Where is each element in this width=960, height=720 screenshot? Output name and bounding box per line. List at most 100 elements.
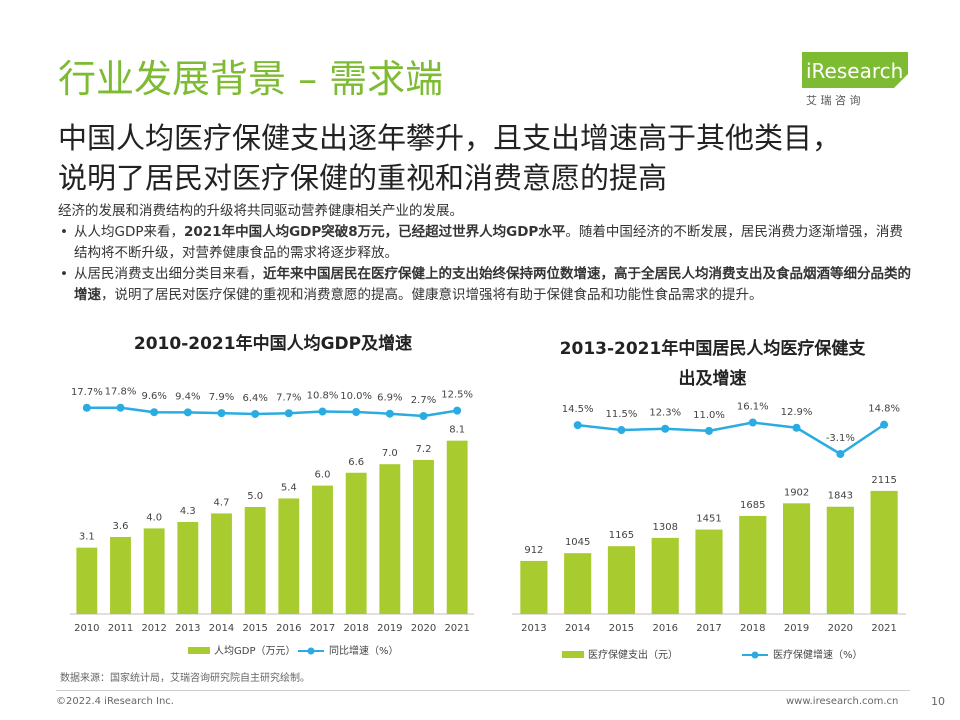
growth-value-label: 16.1% xyxy=(737,402,769,413)
bar-value-label: 4.0 xyxy=(146,512,162,523)
x-tick-label: 2018 xyxy=(740,623,765,634)
x-tick-label: 2013 xyxy=(521,623,546,634)
bullet-consumption-bold: 近年来中国居民在医疗保健上的支出始终保持两位数增速，高于全居民人均消费支出及食品… xyxy=(74,266,911,303)
growth-value-label: 12.9% xyxy=(781,407,813,418)
growth-line xyxy=(577,421,885,456)
footer-divider xyxy=(56,690,910,691)
x-tick-label: 2014 xyxy=(565,623,590,634)
website-link[interactable]: www.iresearch.com.cn xyxy=(786,696,899,707)
logo-sub: 艾 瑞 咨 询 xyxy=(806,93,861,107)
growth-line xyxy=(86,406,458,418)
chart2-title: 2013-2021年中国居民人均医疗保健支 出及增速 xyxy=(515,334,910,394)
growth-value-label: 14.8% xyxy=(868,404,900,415)
bar-value-label: 7.0 xyxy=(382,448,398,459)
growth-point xyxy=(318,407,327,416)
headline: 中国人均医疗保健支出逐年攀升，且支出增速高于其他类目， 说明了居民对医疗保健的重… xyxy=(58,118,928,198)
growth-point xyxy=(116,403,125,412)
growth-point xyxy=(150,408,159,417)
growth-value-label: 12.3% xyxy=(649,408,681,419)
growth-value-label: 7.7% xyxy=(276,392,301,403)
logo-badge xyxy=(802,52,908,88)
growth-value-label: 7.9% xyxy=(209,392,234,403)
x-tick-label: 2011 xyxy=(108,623,133,634)
x-tick-label: 2018 xyxy=(343,623,368,634)
bullet-consumption: 从居民消费支出细分类目来看，近年来中国居民在医疗保健上的支出始终保持两位数增速，… xyxy=(58,264,914,306)
bar xyxy=(446,440,468,614)
bar-value-label: 912 xyxy=(524,545,543,556)
bar xyxy=(695,529,723,614)
growth-value-label: 17.8% xyxy=(105,387,137,398)
headline-line1: 中国人均医疗保健支出逐年攀升，且支出增速高于其他类目， xyxy=(58,121,842,155)
x-tick-label: 2017 xyxy=(310,623,335,634)
growth-point xyxy=(453,406,462,415)
bar-value-label: 3.6 xyxy=(113,521,129,532)
growth-value-label: 17.7% xyxy=(71,387,103,398)
growth-value-label: -3.1% xyxy=(826,433,855,444)
bar xyxy=(413,459,434,614)
legend-bar-label: 医疗保健支出（元） xyxy=(588,648,678,661)
logo-brand: iResearch xyxy=(806,59,903,83)
x-tick-label: 2015 xyxy=(242,623,267,634)
growth-value-label: 6.9% xyxy=(377,393,402,404)
bar xyxy=(76,547,98,614)
legend-line-marker xyxy=(751,651,759,659)
iresearch-logo: iResearch 艾 瑞 咨 询 xyxy=(802,52,908,107)
bar xyxy=(110,536,131,614)
growth-point xyxy=(352,407,361,416)
bar-value-label: 7.2 xyxy=(416,444,432,455)
growth-point xyxy=(792,423,801,432)
growth-point xyxy=(880,420,889,429)
bar xyxy=(826,506,854,614)
growth-value-label: 9.4% xyxy=(175,391,200,402)
growth-point xyxy=(573,421,582,430)
chart2-title-line1: 2013-2021年中国居民人均医疗保健支 xyxy=(559,339,866,359)
growth-point xyxy=(385,409,394,418)
x-tick-label: 2013 xyxy=(175,623,200,634)
growth-value-label: 11.5% xyxy=(606,409,638,420)
growth-value-label: 11.0% xyxy=(693,410,725,421)
bullet-gdp: 从人均GDP来看，2021年中国人均GDP突破8万元，已经超过世界人均GDP水平… xyxy=(58,222,914,264)
legend-line-label: 医疗保健增速（%） xyxy=(773,648,863,661)
headline-line2: 说明了居民对医疗保健的重视和消费意愿的提高 xyxy=(58,161,668,195)
bullet-gdp-pre: 从人均GDP来看， xyxy=(74,224,184,240)
x-tick-label: 2015 xyxy=(609,623,634,634)
bar-value-label: 4.3 xyxy=(180,506,196,517)
copyright: ©2022.4 iResearch Inc. xyxy=(56,696,174,707)
growth-point xyxy=(183,408,192,417)
growth-point xyxy=(661,424,670,433)
x-tick-label: 2020 xyxy=(411,623,436,634)
bar xyxy=(870,490,898,614)
x-tick-label: 2010 xyxy=(74,623,99,634)
bar xyxy=(782,503,811,614)
x-tick-label: 2017 xyxy=(696,623,721,634)
bar xyxy=(651,537,679,614)
bar-value-label: 4.7 xyxy=(214,497,230,508)
bar-value-label: 5.0 xyxy=(247,491,263,502)
x-tick-label: 2019 xyxy=(377,623,402,634)
growth-point xyxy=(82,403,91,412)
bar-value-label: 1045 xyxy=(565,537,590,548)
bar xyxy=(345,472,367,614)
bar xyxy=(379,464,401,614)
growth-point xyxy=(419,412,428,420)
growth-value-label: 12.5% xyxy=(441,390,473,401)
bar-value-label: 5.4 xyxy=(281,482,297,493)
chart2-title-line2: 出及增速 xyxy=(678,369,747,389)
bar-value-label: 1308 xyxy=(652,522,677,533)
bar-value-label: 1843 xyxy=(828,491,853,502)
legend-bar-label: 人均GDP（万元） xyxy=(214,645,295,657)
legend-bar-swatch xyxy=(562,651,584,658)
x-tick-label: 2020 xyxy=(828,623,853,634)
growth-value-label: 9.6% xyxy=(141,391,166,402)
x-tick-label: 2021 xyxy=(444,623,469,634)
bar xyxy=(312,485,333,614)
bar xyxy=(143,528,165,614)
growth-value-label: 10.0% xyxy=(340,391,372,402)
x-tick-label: 2012 xyxy=(141,623,166,634)
x-tick-label: 2021 xyxy=(871,623,896,634)
bar xyxy=(520,560,548,614)
legend-line-marker xyxy=(307,647,315,655)
growth-value-label: 6.4% xyxy=(242,393,267,404)
